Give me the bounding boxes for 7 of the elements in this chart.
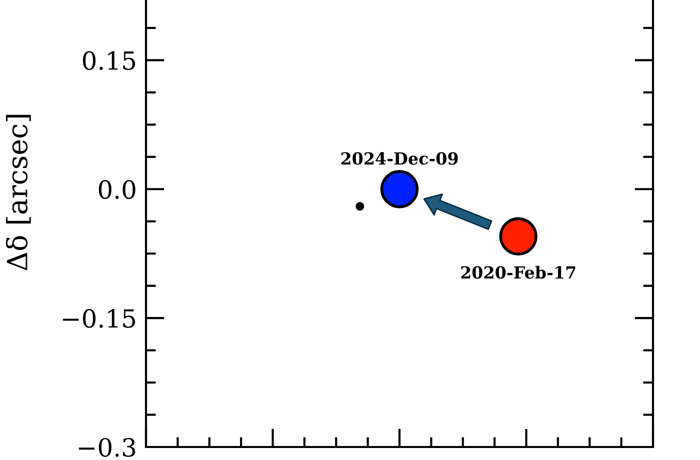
y-axis-title: Δδ [arcsec] (6, 114, 31, 270)
y-tick-label: −0.15 (63, 309, 136, 328)
y-tick-label: 0.0 (98, 180, 136, 199)
series-label: 2024-Dec-09 (341, 152, 458, 165)
y-tick-label: 0.15 (82, 51, 136, 70)
y-tick-label: −0.3 (78, 438, 136, 457)
series-label: 2020-Feb-17 (461, 266, 576, 279)
